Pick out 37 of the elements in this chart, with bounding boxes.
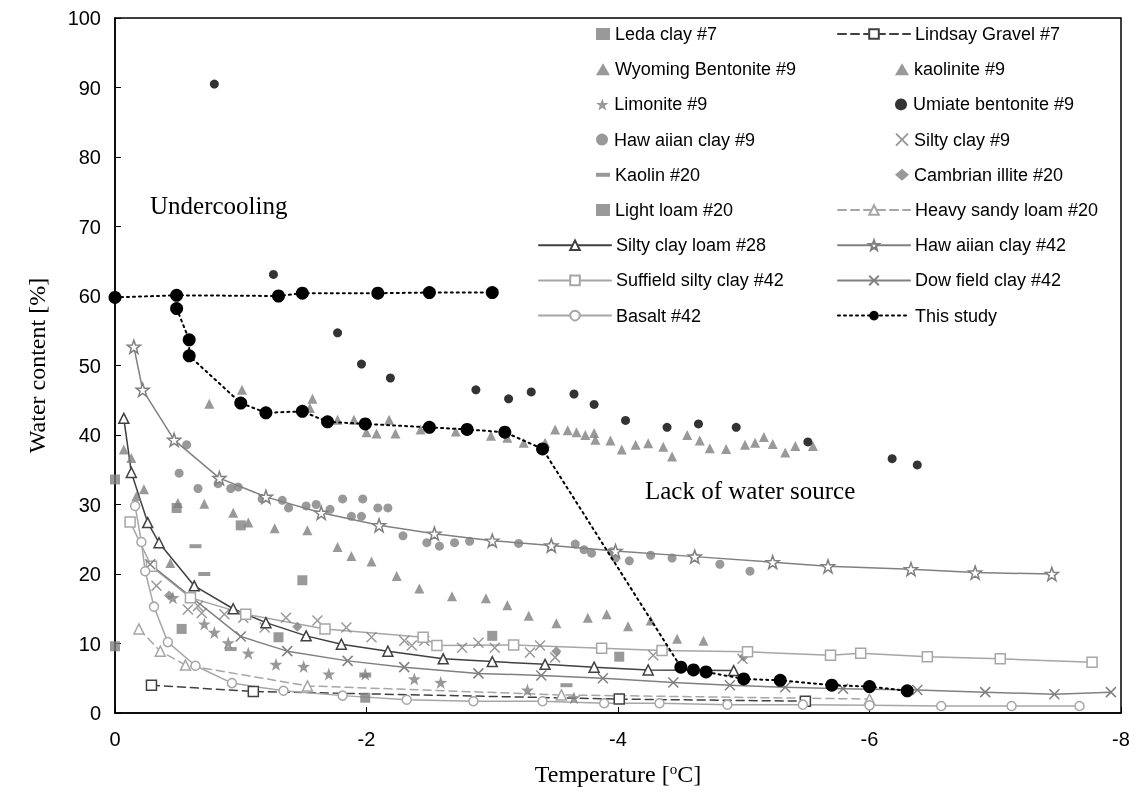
legend-label: Kaolin #20 xyxy=(615,164,701,185)
x-tick-label: -8 xyxy=(1112,728,1130,750)
y-tick-label: 10 xyxy=(78,632,101,655)
legend-label: Lindsay Gravel #7 xyxy=(915,24,1061,44)
y-tick-label: 100 xyxy=(67,7,101,29)
legend-label: Basalt #42 xyxy=(616,305,702,326)
x-tick-label: -2 xyxy=(357,728,376,750)
x-tick-label: -4 xyxy=(609,728,627,750)
legend-label: Silty clay #9 xyxy=(914,129,1011,150)
y-axis-title: Water content [%] xyxy=(24,277,50,454)
legend-label: Haw aiian clay #9 xyxy=(614,129,756,150)
y-tick-label: 30 xyxy=(78,493,101,516)
legend-label: Dow field clay #42 xyxy=(915,270,1062,291)
legend-label: This study xyxy=(915,305,998,326)
legend-label: Umiate bentonite #9 xyxy=(913,94,1075,115)
legend-label: Limonite #9 xyxy=(614,94,708,115)
x-tick-label: 0 xyxy=(109,728,121,750)
legend-label: Wyoming Bentonite #9 xyxy=(615,59,796,80)
legend-label: Silty clay loam #28 xyxy=(616,235,767,256)
legend-label: Cambrian illite #20 xyxy=(914,164,1064,185)
legend-label: Heavy sandy loam #20 xyxy=(915,200,1099,220)
y-tick-label: 90 xyxy=(78,76,101,99)
legend-label: Suffield silty clay #42 xyxy=(616,270,784,291)
legend-label: Leda clay #7 xyxy=(615,24,718,44)
y-tick-label: 70 xyxy=(78,215,101,238)
legend-label: Haw aiian clay #42 xyxy=(915,235,1067,256)
y-tick-label: 0 xyxy=(89,702,101,724)
y-tick-label: 80 xyxy=(78,146,101,168)
y-tick-label: 60 xyxy=(78,285,101,307)
y-tick-label: 50 xyxy=(78,354,101,377)
x-tick-label: -6 xyxy=(860,728,879,750)
annotation: Lack of water source xyxy=(645,477,856,504)
annotation: Undercooling xyxy=(150,192,288,219)
legend-label: Light loam #20 xyxy=(615,200,734,220)
y-tick-label: 40 xyxy=(78,424,101,446)
legend-label: kaolinite #9 xyxy=(914,59,1006,80)
y-tick-label: 20 xyxy=(78,563,101,585)
